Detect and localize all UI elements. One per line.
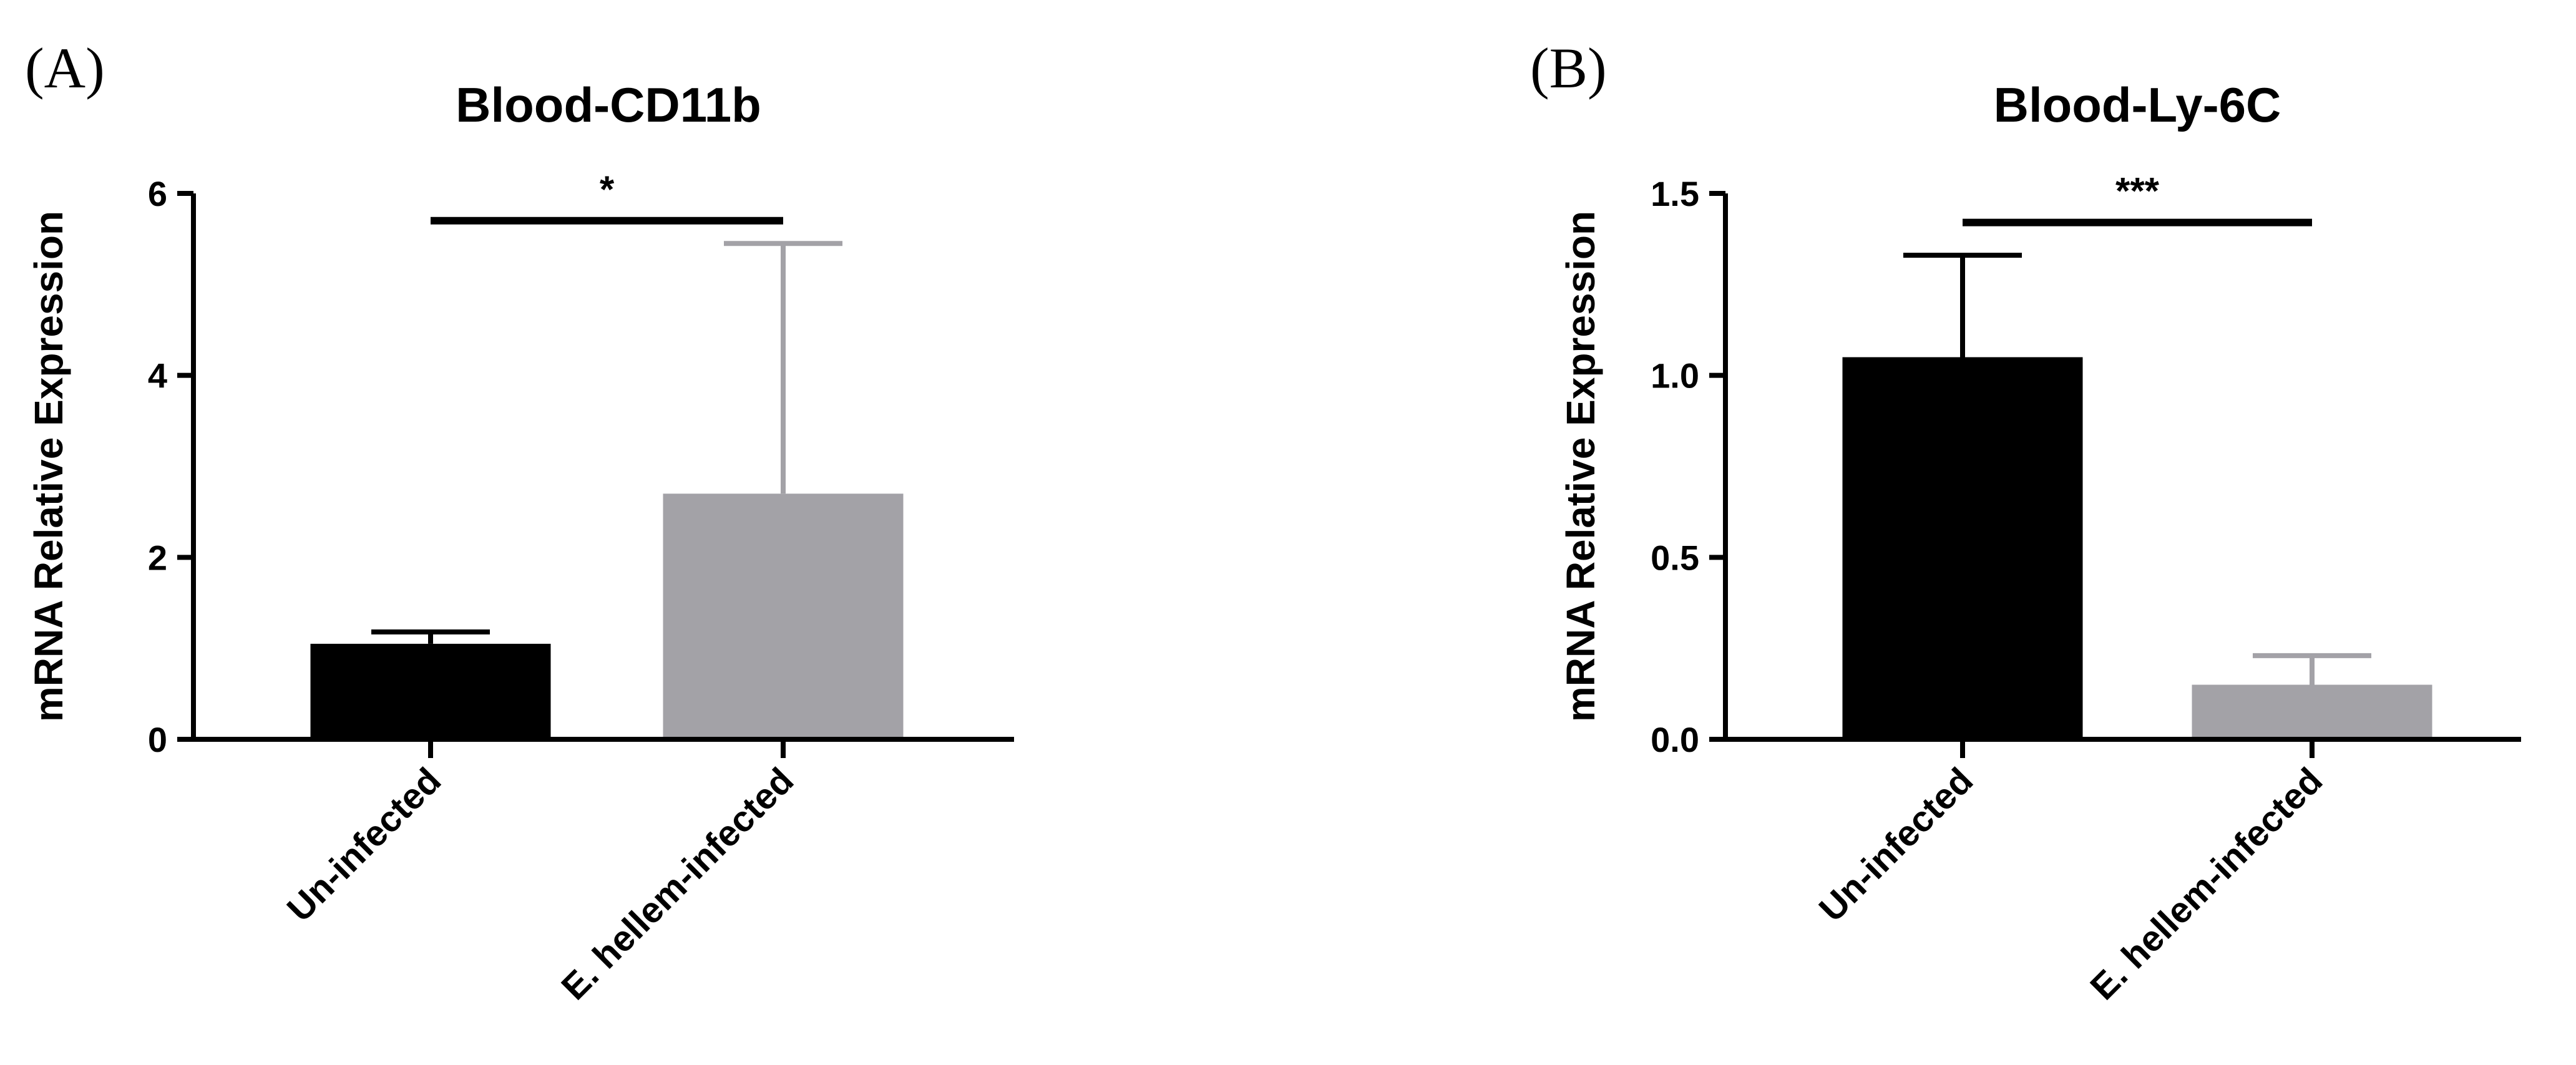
y-tick-label: 1.5 [1651, 174, 1699, 213]
y-tick-label: 4 [148, 356, 167, 396]
bar-e-hellem-infected [2192, 684, 2432, 739]
panel-letter: (A) [25, 36, 105, 100]
chart-panel-b: (B) Blood-Ly-6C mRNA Relative Expression 0.… [1530, 36, 2521, 1008]
x-category-label: E. hellem-infected [2082, 760, 2330, 1008]
y-tick-label: 2 [148, 538, 167, 577]
y-tick-label: 1.0 [1651, 356, 1699, 396]
significance-label: * [600, 168, 615, 210]
chart-title: Blood-CD11b [456, 77, 761, 132]
y-axis-label: mRNA Relative Expression [1558, 211, 1603, 722]
y-tick-label: 0 [148, 720, 167, 759]
chart-panel-a: (A) Blood-CD11b mRNA Relative Expression 0 2… [25, 36, 1014, 1008]
x-category-label: Un-infected [1812, 760, 1981, 930]
chart-title: Blood-Ly-6C [1994, 77, 2281, 132]
y-tick-label: 6 [148, 174, 167, 213]
panel-letter: (B) [1530, 36, 1607, 100]
bar-un-infected [310, 643, 551, 739]
x-category-label: Un-infected [280, 760, 449, 930]
significance-label: *** [2115, 170, 2160, 212]
bar-un-infected [1842, 357, 2083, 739]
y-axis-label: mRNA Relative Expression [26, 211, 71, 722]
y-tick-label: 0.0 [1651, 720, 1699, 759]
y-tick-label: 0.5 [1651, 538, 1699, 577]
x-category-label: E. hellem-infected [554, 760, 801, 1008]
bar-e-hellem-infected [663, 494, 904, 739]
